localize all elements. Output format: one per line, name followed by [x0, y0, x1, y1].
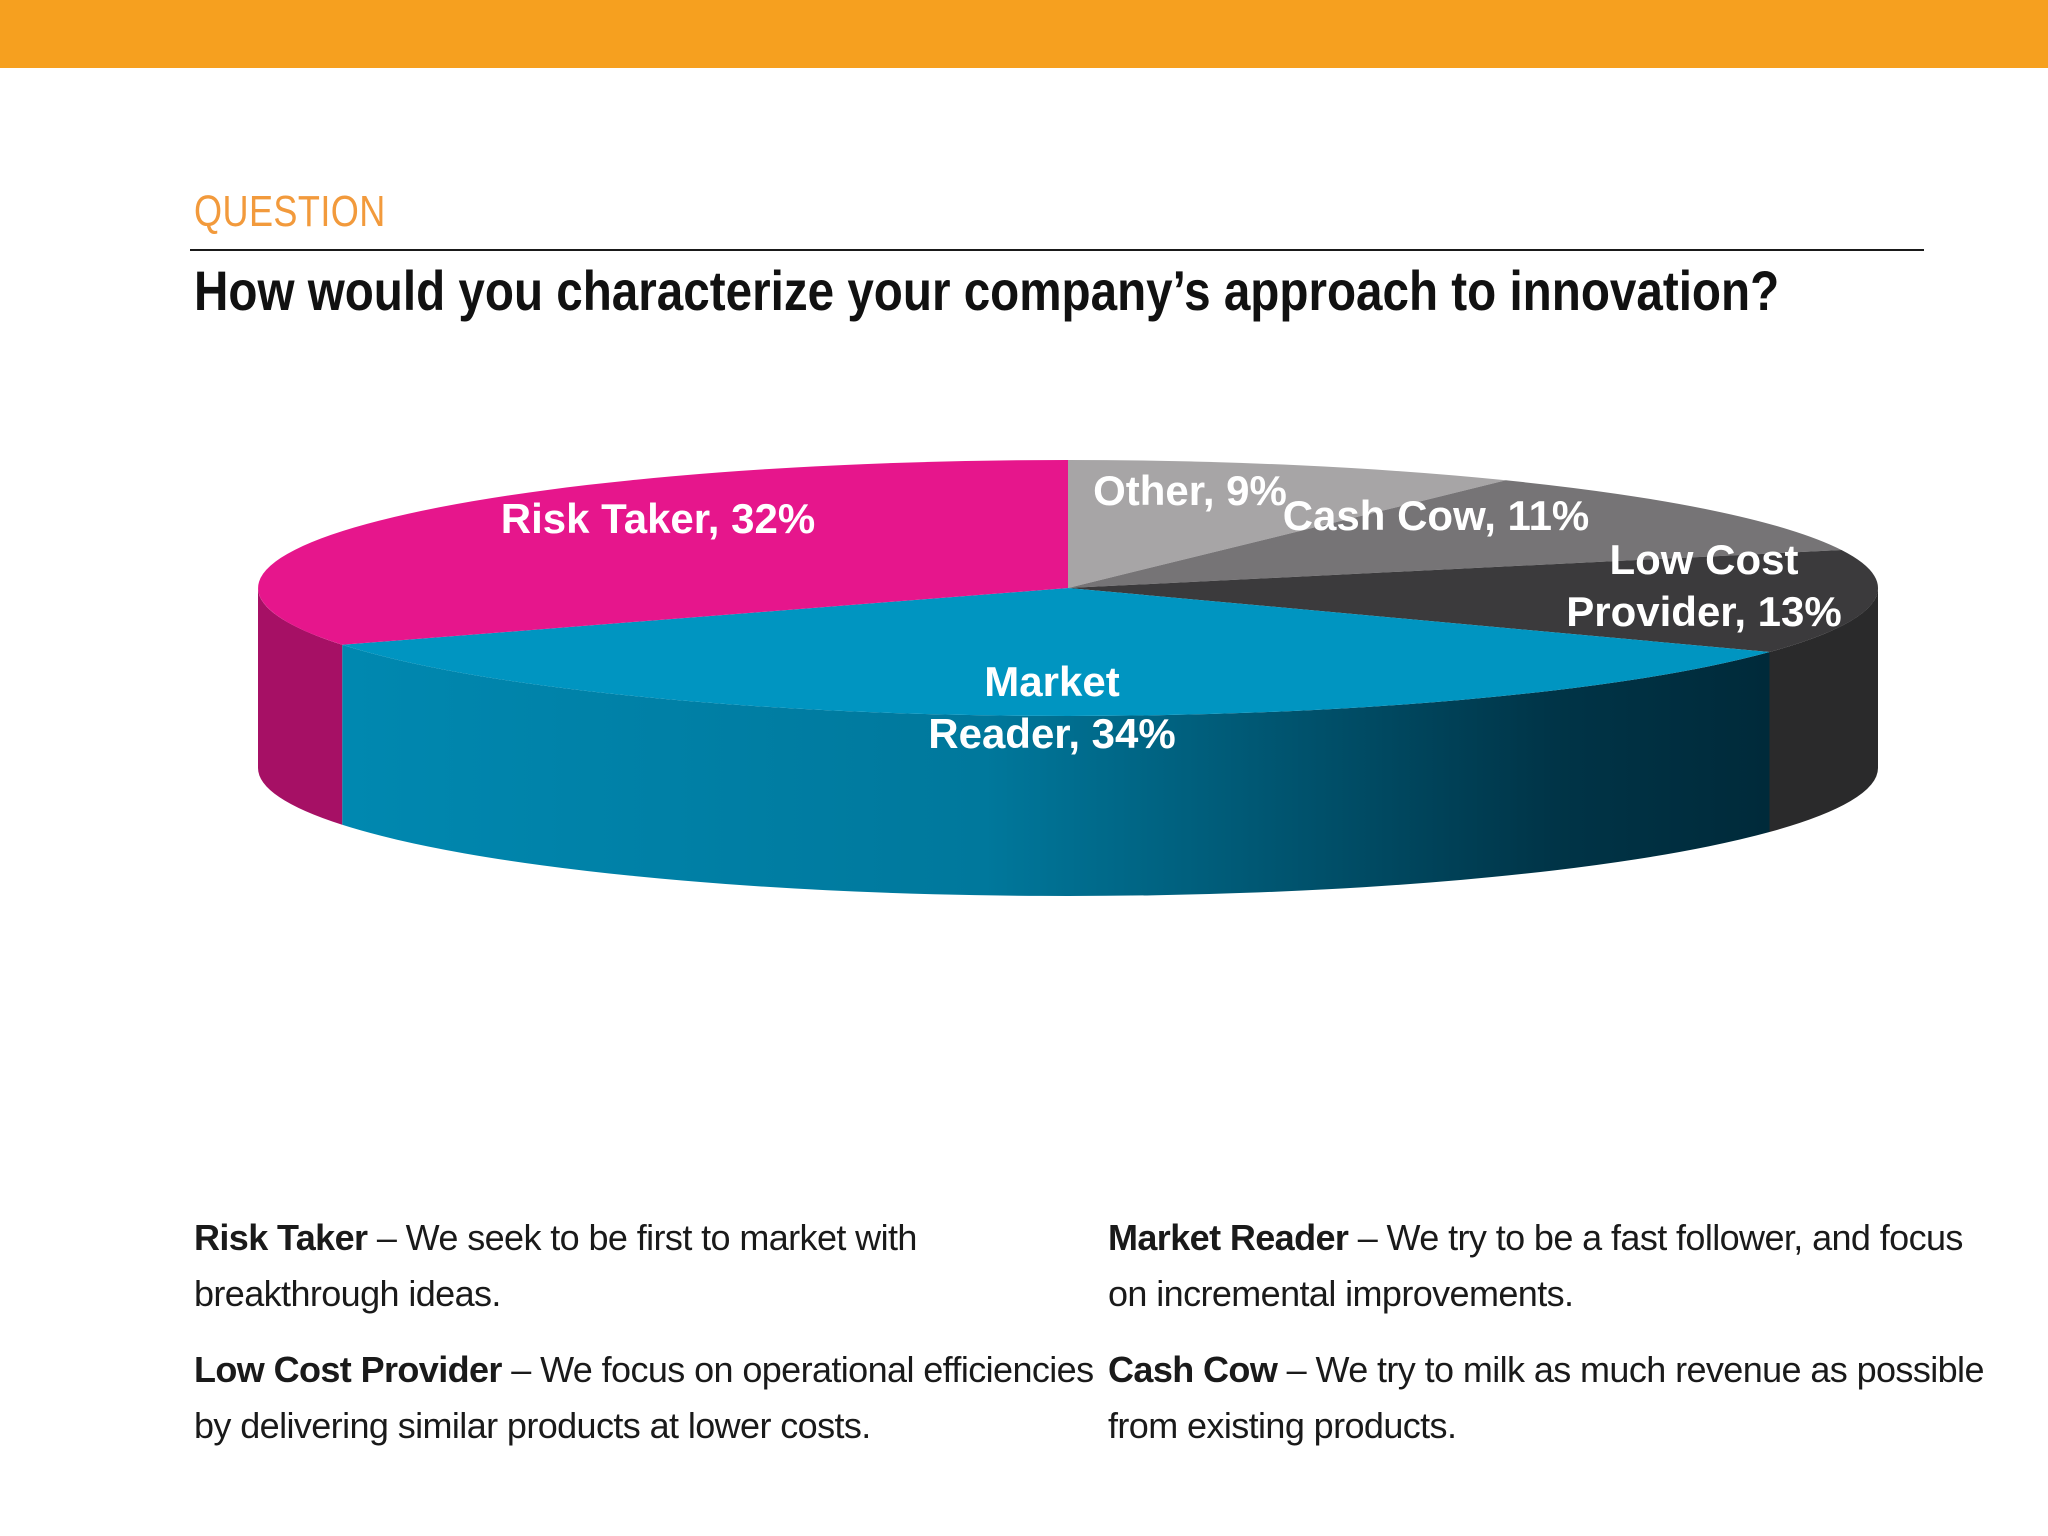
pie-label-line: Risk Taker, 32%: [501, 495, 815, 542]
definition-term: Risk Taker: [194, 1217, 368, 1258]
pie-slice-low-cost-provider: [1068, 550, 1879, 652]
pie-label-low-cost-provider: Low Cost Provider, 13%: [1566, 536, 1841, 635]
definition-term: Market Reader: [1108, 1217, 1349, 1258]
definition-market-reader: Market Reader – We try to be a fast foll…: [1108, 1210, 2008, 1322]
definition-text: – We try to be a fast follower, and focu…: [1108, 1217, 1963, 1314]
pie-slice-market-reader: [342, 588, 1770, 716]
pie-label-cash-cow: Cash Cow, 11%: [1283, 492, 1590, 539]
pie-label-line: Other, 9%: [1093, 467, 1287, 514]
top-accent-bar: [0, 0, 2048, 68]
pie-slice-risk-taker: [258, 460, 1068, 645]
pie-side-risk-taker: [258, 588, 343, 825]
pie-side-low-cost-provider: [1769, 588, 1878, 832]
definition-text: – We seek to be first to market with bre…: [194, 1217, 917, 1314]
pie-label-line: Market: [984, 658, 1119, 705]
pie-side-market-reader: [342, 644, 1770, 896]
section-label: QUESTION: [194, 187, 386, 236]
pie-label-other: Other, 9%: [1093, 467, 1287, 514]
question-title: How would you characterize your company’…: [194, 259, 1780, 322]
pie-label-market-reader: Market Reader, 34%: [928, 658, 1176, 757]
definition-text: – We focus on operational efficiencies b…: [194, 1349, 1094, 1446]
title-rule: [190, 249, 1924, 251]
definition-low-cost-provider: Low Cost Provider – We focus on operatio…: [194, 1342, 1114, 1454]
pie-label-line: Provider, 13%: [1566, 588, 1841, 635]
pie-slice-other: [1068, 460, 1506, 588]
definition-cash-cow: Cash Cow – We try to milk as much revenu…: [1108, 1342, 2008, 1454]
definition-text: – We try to milk as much revenue as poss…: [1108, 1349, 1984, 1446]
pie-slice-cash-cow: [1068, 480, 1842, 588]
definition-risk-taker: Risk Taker – We seek to be first to mark…: [194, 1210, 1094, 1322]
definition-term: Cash Cow: [1108, 1349, 1278, 1390]
definition-term: Low Cost Provider: [194, 1349, 502, 1390]
pie-label-line: Cash Cow, 11%: [1283, 492, 1590, 539]
pie-label-line: Reader, 34%: [928, 710, 1176, 757]
pie-label-line: Low Cost: [1610, 536, 1799, 583]
pie-label-risk-taker: Risk Taker, 32%: [501, 495, 815, 542]
